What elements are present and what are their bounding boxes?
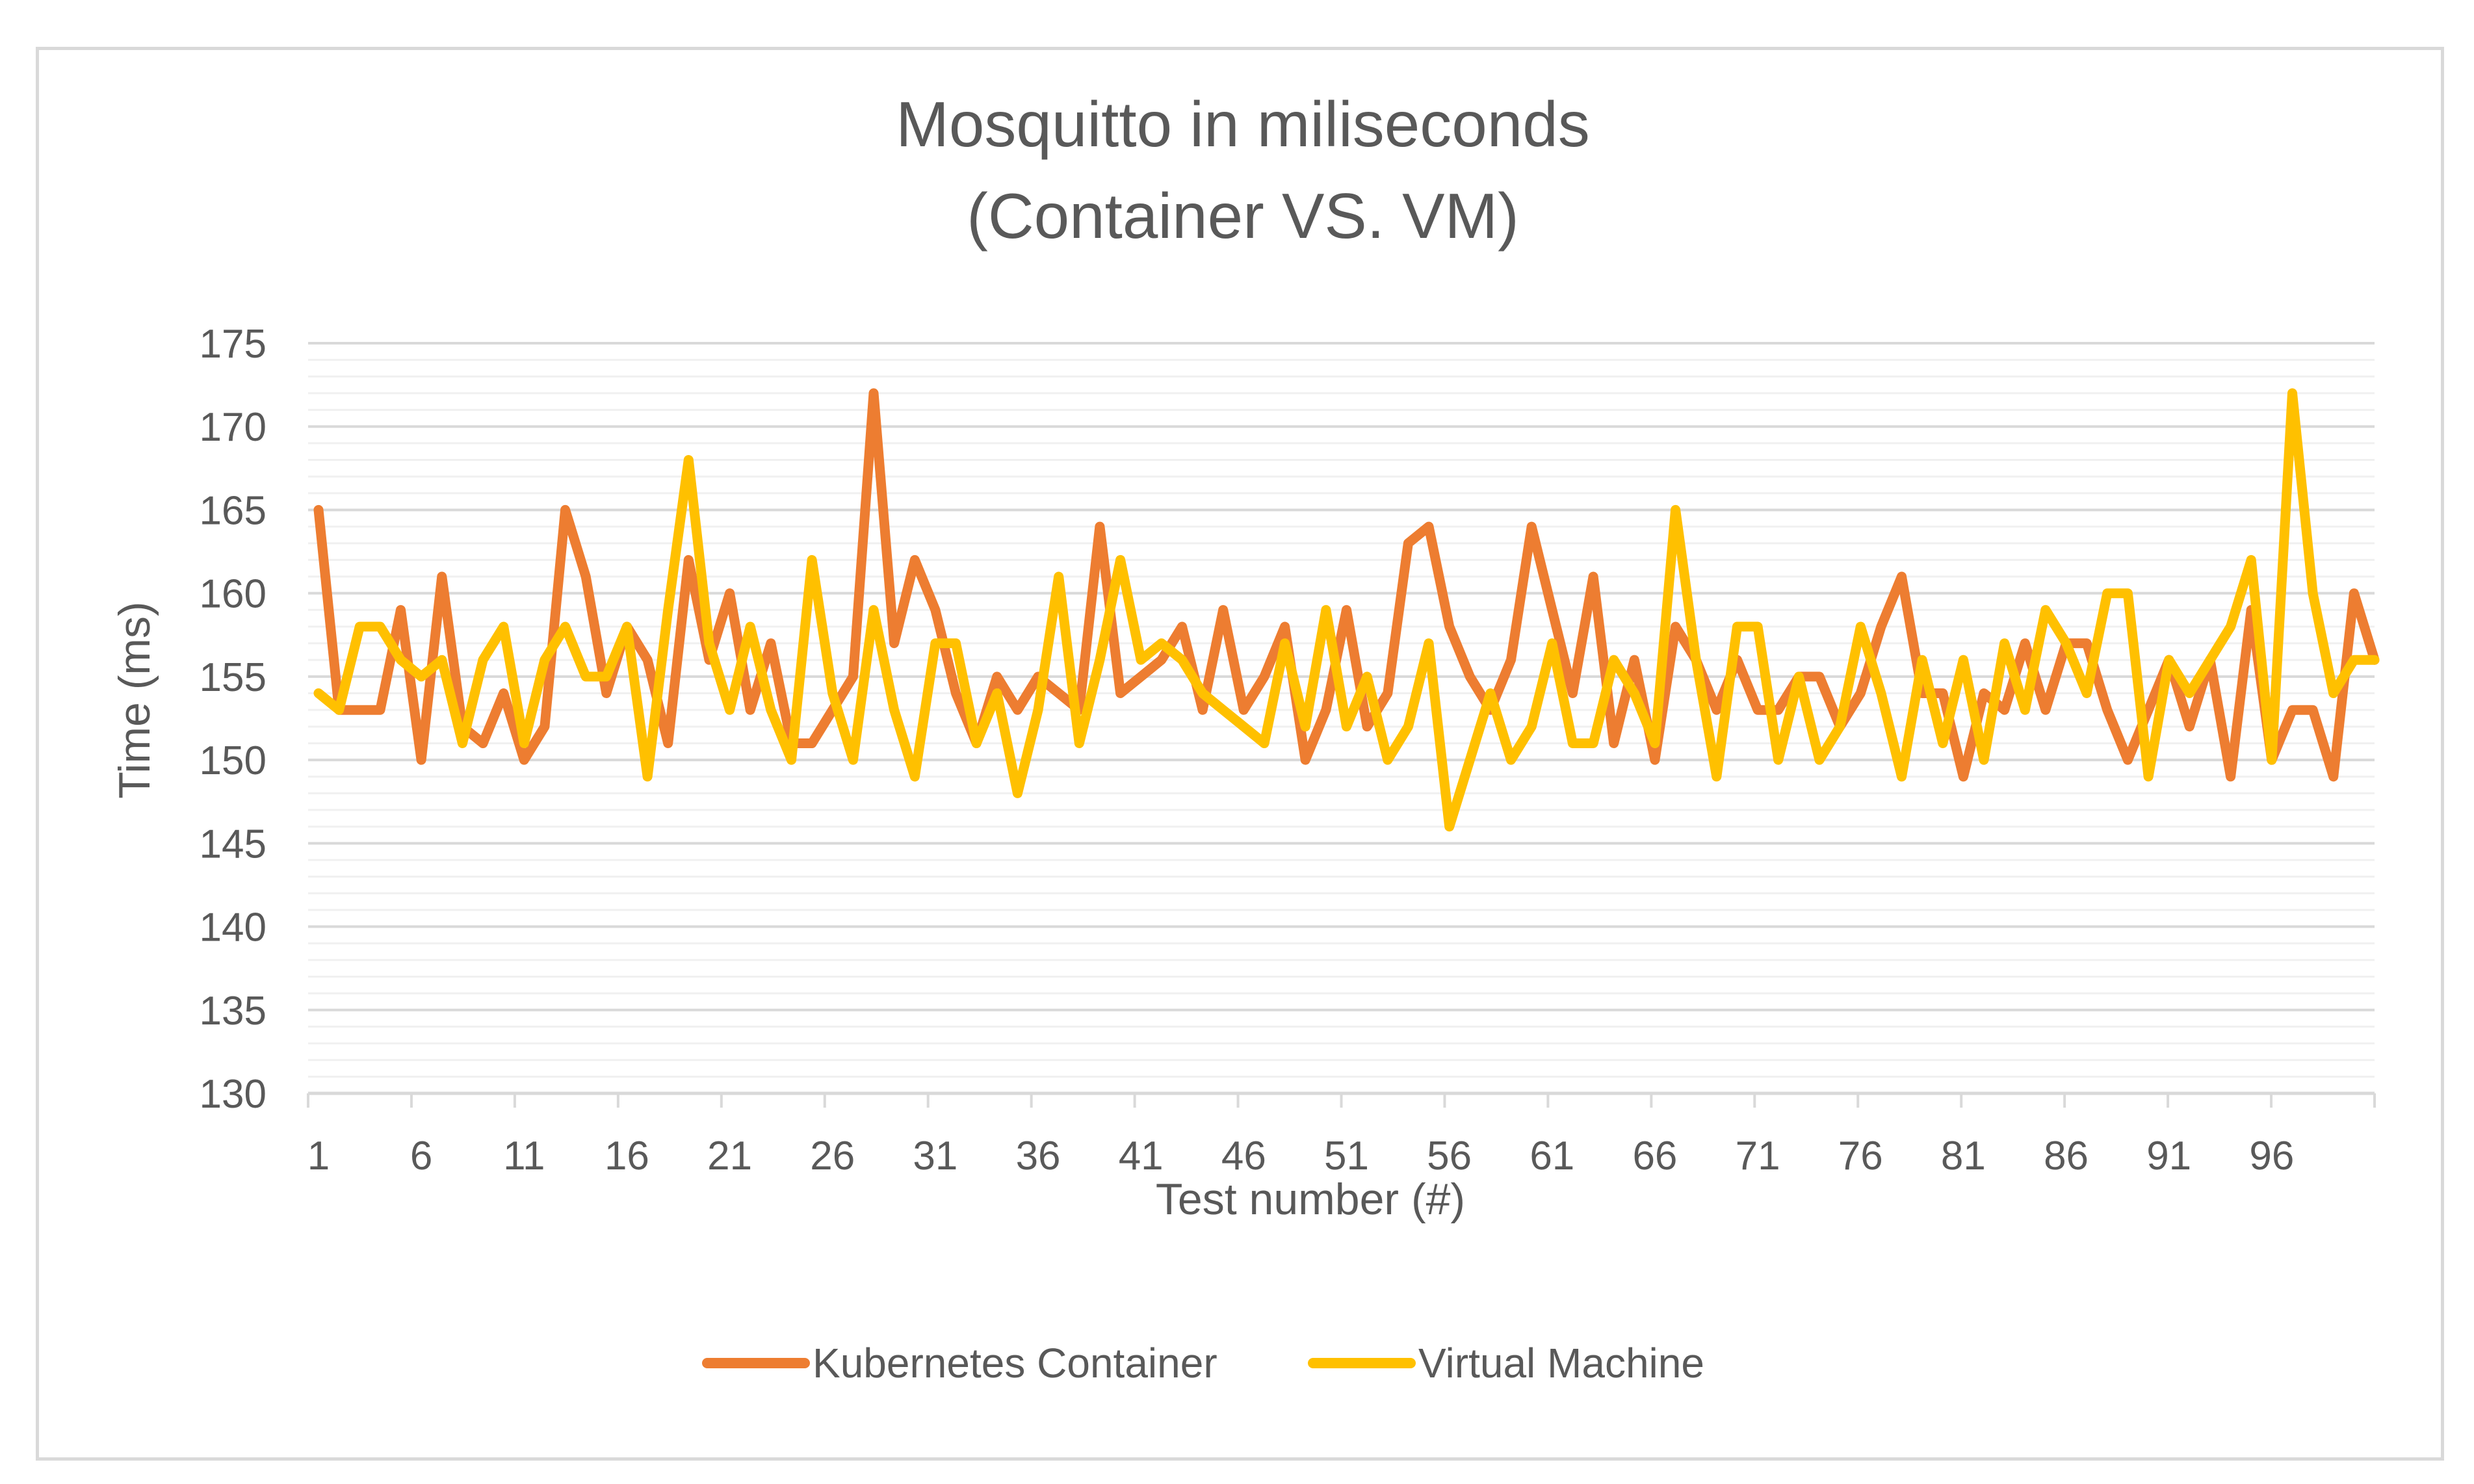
y-tick-label: 170 [200,405,267,450]
x-tick-label: 86 [2044,1134,2089,1178]
x-tick-label: 11 [503,1134,545,1178]
y-tick-label: 160 [200,572,267,617]
x-tick-label: 36 [1016,1134,1061,1178]
chart-title-line-2: (Container VS. VM) [967,180,1519,252]
x-axis-title: Test number (#) [1156,1175,1465,1224]
y-tick-label: 130 [200,1072,267,1117]
x-tick-label: 81 [1941,1134,1986,1178]
x-tick-label: 46 [1221,1134,1266,1178]
y-axis-title: Time (ms) [110,601,159,798]
x-tick-label: 96 [2249,1134,2294,1178]
minor-gridlines [308,359,2375,1078]
x-axis-tick-labels: 1 6 11 16 21 26 31 36 41 46 51 56 61 66 71 76 81 86 91 96 [307,1134,2295,1178]
y-tick-label: 150 [200,738,267,783]
x-tick-label: 76 [1838,1134,1883,1178]
x-tick-label: 66 [1632,1134,1677,1178]
x-tick-label: 41 [1119,1134,1164,1178]
chart-title: Mosquitto in miliseconds (Container VS. … [896,88,1590,252]
x-tick-label: 61 [1530,1134,1574,1178]
x-tick-label: 51 [1324,1134,1369,1178]
x-tick-label: 56 [1427,1134,1472,1178]
x-tick-label: 26 [810,1134,855,1178]
x-tick-label: 21 [707,1134,752,1178]
line-chart: Mosquitto in miliseconds (Container VS. … [110,88,2380,1386]
y-tick-label: 140 [200,905,267,950]
y-axis-tick-labels: 130 135 140 145 150 155 160 165 170 175 [200,322,267,1117]
x-tick-label: 31 [913,1134,957,1178]
x-tick-label: 16 [605,1134,649,1178]
series-lines [313,388,2380,832]
x-axis [307,1091,2376,1108]
y-tick-label: 135 [200,989,267,1034]
x-tick-label: 6 [410,1134,432,1178]
y-tick-label: 145 [200,822,267,866]
y-tick-label: 175 [200,322,267,367]
series-line-virtual-machine [313,388,2380,832]
y-tick-label: 165 [200,488,267,533]
y-tick-label: 155 [200,655,267,700]
legend: Kubernetes Container Virtual Machine [702,1340,1704,1386]
chart-title-line-1: Mosquitto in miliseconds [896,88,1590,160]
x-tick-label: 71 [1736,1134,1780,1178]
legend-label-kubernetes-container: Kubernetes Container [813,1340,1217,1386]
legend-label-virtual-machine: Virtual Machine [1418,1340,1704,1386]
chart-frame: Mosquitto in miliseconds (Container VS. … [36,47,2444,1461]
x-tick-label: 91 [2146,1134,2191,1178]
x-tick-label: 1 [307,1134,330,1178]
